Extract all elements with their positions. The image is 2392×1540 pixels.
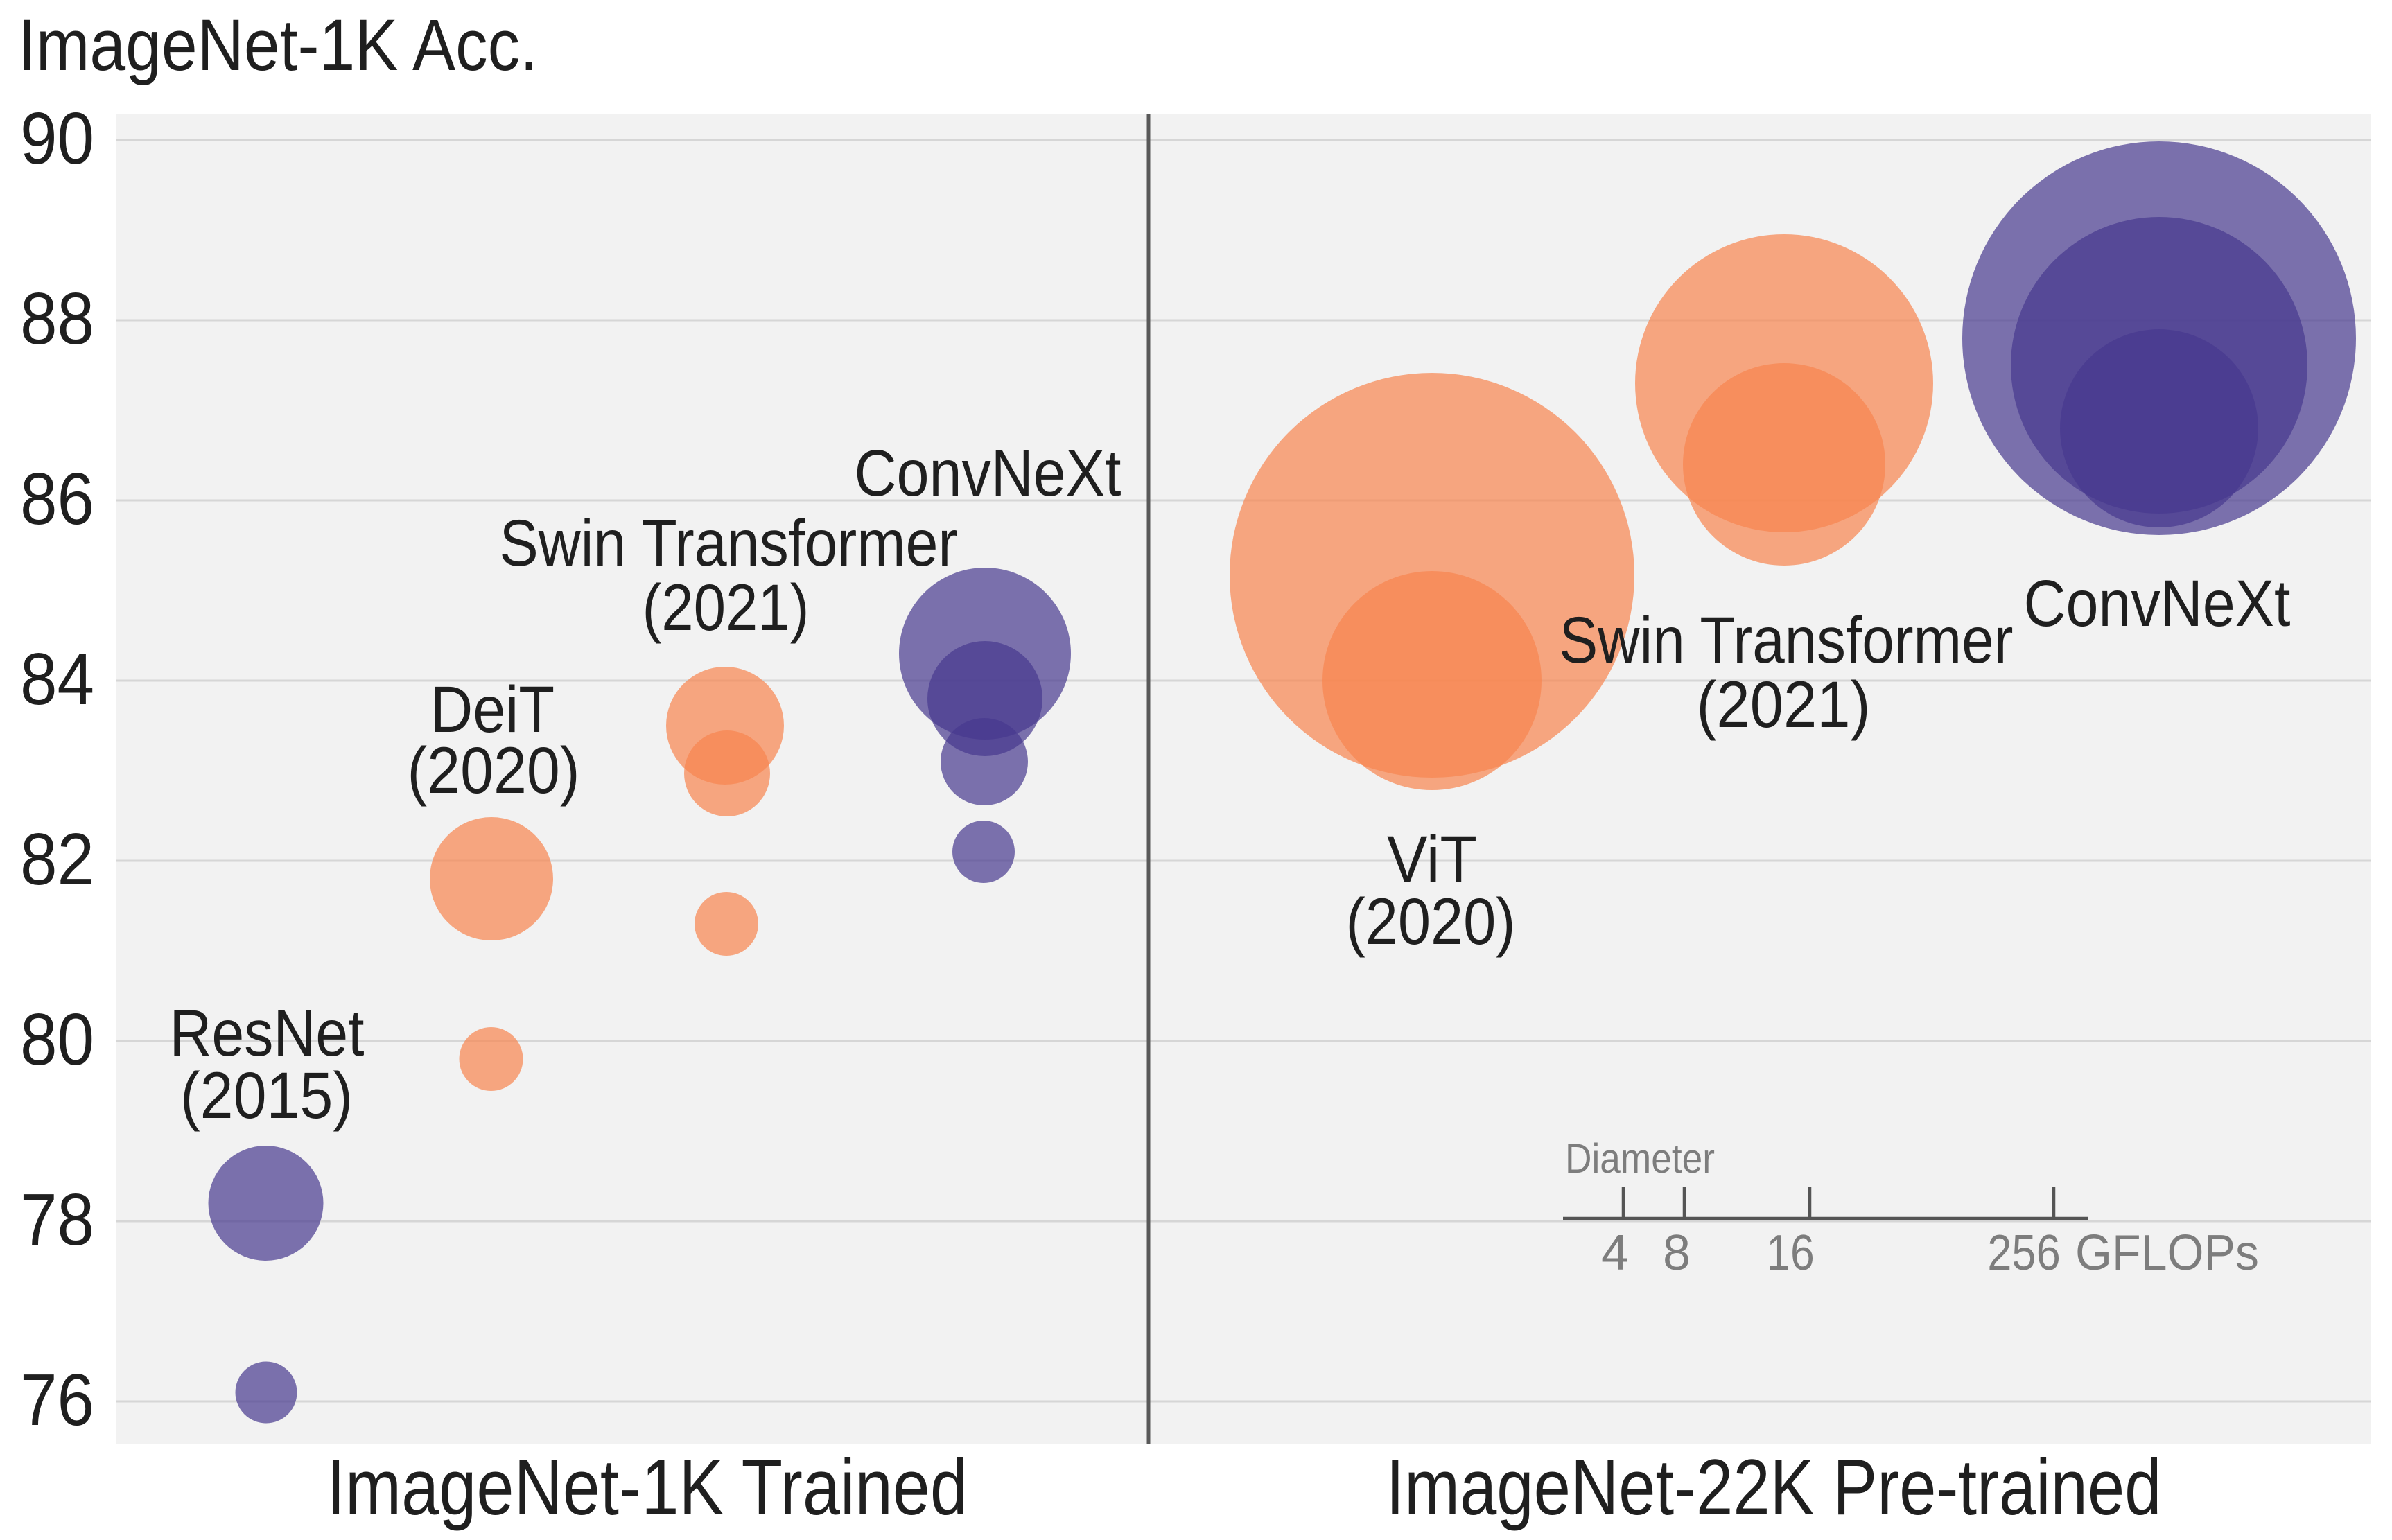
svg-text:ImageNet-1K Trained: ImageNet-1K Trained [326, 1443, 968, 1532]
svg-text:ImageNet-1K Acc.: ImageNet-1K Acc. [18, 5, 538, 86]
svg-text:86: 86 [20, 458, 94, 540]
svg-text:DeiT: DeiT [430, 673, 555, 746]
svg-text:84: 84 [20, 638, 94, 720]
svg-text:GFLOPs: GFLOPs [2075, 1225, 2259, 1281]
svg-text:76: 76 [20, 1359, 94, 1441]
svg-text:ViT: ViT [1387, 823, 1477, 896]
svg-text:(2021): (2021) [643, 571, 810, 645]
svg-text:8: 8 [1663, 1225, 1691, 1281]
svg-text:ConvNeXt: ConvNeXt [855, 437, 1121, 510]
svg-text:256: 256 [1987, 1225, 2061, 1281]
svg-text:ResNet: ResNet [170, 997, 365, 1070]
svg-text:(2020): (2020) [408, 734, 580, 807]
svg-text:(2020): (2020) [1346, 885, 1516, 959]
svg-text:Swin Transformer: Swin Transformer [500, 507, 958, 580]
svg-text:16: 16 [1766, 1225, 1815, 1281]
svg-text:ConvNeXt: ConvNeXt [2024, 567, 2291, 640]
svg-text:(2015): (2015) [180, 1059, 353, 1132]
svg-text:88: 88 [20, 278, 94, 360]
svg-text:78: 78 [20, 1179, 94, 1261]
svg-text:(2021): (2021) [1697, 668, 1871, 742]
svg-text:Swin Transformer: Swin Transformer [1560, 604, 2014, 677]
svg-text:ImageNet-22K Pre-trained: ImageNet-22K Pre-trained [1386, 1443, 2162, 1532]
svg-text:82: 82 [20, 819, 94, 900]
svg-text:80: 80 [20, 999, 94, 1080]
svg-text:4: 4 [1601, 1225, 1629, 1281]
svg-text:Diameter: Diameter [1565, 1135, 1715, 1182]
svg-text:90: 90 [20, 98, 94, 180]
